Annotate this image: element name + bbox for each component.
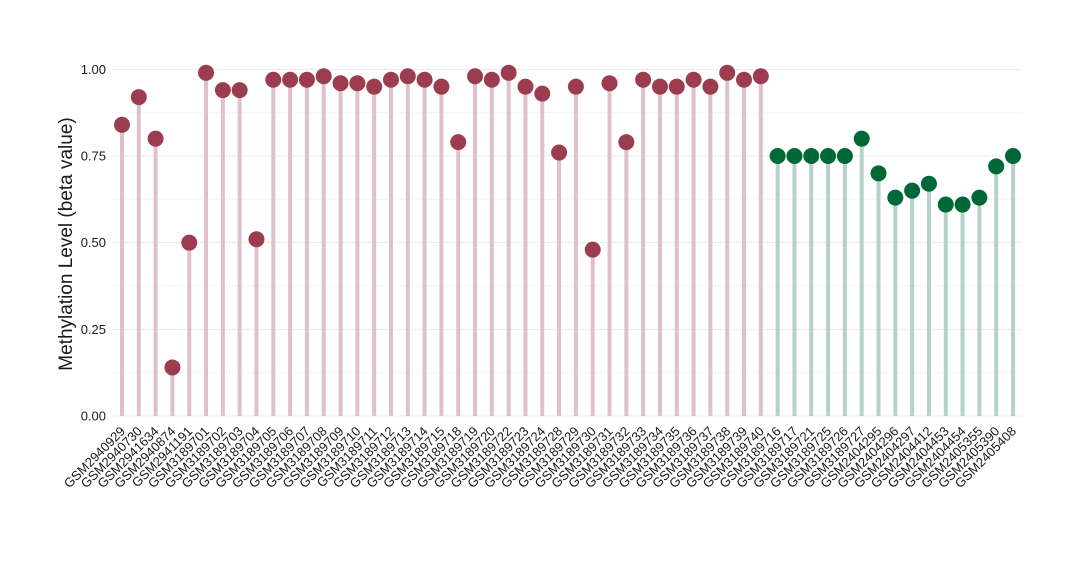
lollipop-point [450, 134, 467, 151]
lollipop-point [483, 71, 500, 88]
lollipop-point [904, 182, 921, 199]
lollipop-point [702, 78, 719, 95]
lollipop-point [265, 71, 282, 88]
lollipop-point [752, 68, 769, 85]
lollipop-stems [120, 72, 1015, 416]
lollipop-point [870, 165, 887, 182]
lollipop-point [618, 134, 635, 151]
lollipop-point [685, 71, 702, 88]
lollipop-point [534, 85, 551, 102]
lollipop-point [366, 78, 383, 95]
lollipop-point [1005, 148, 1021, 164]
lollipop-point [282, 71, 299, 88]
lollipop-point [517, 78, 534, 95]
lollipop-point [803, 148, 820, 164]
lollipop-point [719, 64, 736, 81]
y-tick-label: 0.75 [81, 149, 106, 164]
lollipop-point [887, 189, 904, 206]
y-tick-label: 0.00 [81, 409, 106, 424]
lollipop-point [651, 78, 668, 95]
y-tick-label: 0.50 [81, 235, 106, 250]
lollipop-point [399, 68, 416, 85]
lollipop-point [988, 158, 1005, 175]
lollipop-point [853, 130, 870, 147]
lollipop-point [551, 144, 568, 161]
lollipop-point [382, 71, 399, 88]
lollipop-point [920, 175, 937, 192]
lollipop-point [349, 75, 366, 92]
lollipop-point [820, 148, 837, 164]
y-axis-label: Methylation Level (beta value) [56, 117, 77, 370]
lollipop-point [836, 148, 853, 164]
lollipop-point [164, 359, 181, 376]
lollipop-point [198, 64, 215, 81]
lollipop-point [114, 116, 130, 133]
lollipop-point [416, 71, 433, 88]
grid-lines [112, 68, 1022, 417]
lollipop-point [248, 231, 265, 248]
lollipop-point [971, 189, 988, 206]
lollipop-point [937, 196, 954, 213]
lollipop-point [567, 78, 584, 95]
lollipop-point [668, 78, 685, 95]
x-axis-tick-labels: GSM2940929GSM2940730GSM2941634GSM2940874… [61, 424, 1019, 491]
lollipop-point [769, 148, 786, 164]
y-axis-tick-labels: 0.00 0.25 0.50 0.75 1.00 [81, 62, 106, 424]
lollipop-point [315, 68, 332, 85]
lollipop-point [954, 196, 971, 213]
lollipop-point [467, 68, 484, 85]
lollipop-point [332, 75, 349, 92]
lollipop-points [114, 64, 1021, 376]
lollipop-point [147, 130, 164, 147]
y-tick-label: 0.25 [81, 322, 106, 337]
lollipop-point [433, 78, 450, 95]
lollipop-point [130, 89, 147, 106]
lollipop-point [786, 148, 803, 164]
lollipop-point [231, 82, 248, 99]
lollipop-point [298, 71, 315, 88]
lollipop-point [736, 71, 753, 88]
lollipop-point [181, 234, 198, 251]
y-tick-label: 1.00 [81, 62, 106, 77]
lollipop-point [584, 241, 601, 258]
lollipop-point [601, 75, 618, 92]
lollipop-point [214, 82, 231, 99]
lollipop-point [635, 71, 652, 88]
lollipop-point [500, 64, 517, 81]
